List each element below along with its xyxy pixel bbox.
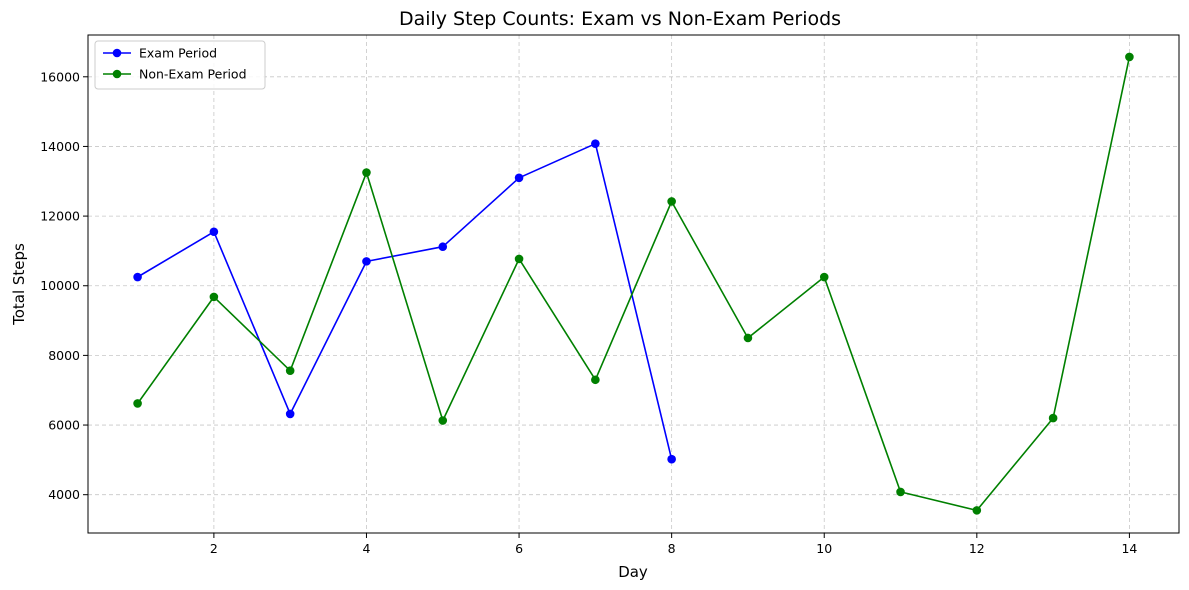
x-tick-label: 4 bbox=[362, 541, 370, 556]
data-point bbox=[438, 416, 448, 425]
x-axis-ticks: 2 4 6 8 10 12 14 bbox=[210, 533, 1137, 556]
legend-entry: Non-Exam Period bbox=[103, 67, 247, 82]
data-point bbox=[362, 257, 371, 266]
data-point bbox=[514, 254, 524, 264]
y-tick-label: 6000 bbox=[48, 418, 80, 433]
legend-label: Non-Exam Period bbox=[139, 67, 247, 82]
data-point bbox=[133, 399, 142, 408]
data-point bbox=[1125, 52, 1134, 62]
legend-box bbox=[94, 40, 266, 90]
grid bbox=[88, 35, 1179, 533]
x-tick-label: 14 bbox=[1121, 541, 1137, 556]
y-tick-label: 8000 bbox=[48, 348, 80, 363]
series-line bbox=[136, 56, 1131, 512]
data-point bbox=[591, 375, 600, 385]
x-tick-label: 6 bbox=[515, 541, 523, 556]
data-point bbox=[209, 292, 219, 302]
plot-frame bbox=[87, 34, 1180, 534]
data-point bbox=[743, 333, 753, 343]
data-point bbox=[819, 272, 829, 282]
data-point bbox=[591, 139, 600, 148]
x-tick-label: 10 bbox=[816, 541, 832, 556]
data-point bbox=[133, 272, 142, 282]
legend-entry: Exam Period bbox=[103, 46, 217, 61]
legend-marker bbox=[112, 69, 122, 79]
x-tick-label: 8 bbox=[668, 541, 676, 556]
data-point bbox=[667, 454, 676, 464]
chart-title: Daily Step Counts: Exam vs Non-Exam Peri… bbox=[399, 8, 841, 30]
series-line bbox=[137, 142, 673, 460]
series-0 bbox=[133, 139, 676, 464]
legend-label: Exam Period bbox=[139, 46, 217, 61]
data-point bbox=[896, 487, 905, 497]
y-axis-label: Total Steps bbox=[10, 243, 28, 326]
y-tick-label: 12000 bbox=[40, 209, 80, 224]
data-point bbox=[209, 227, 219, 237]
y-tick-label: 16000 bbox=[40, 69, 80, 84]
data-point bbox=[285, 366, 295, 376]
x-axis-label: Day bbox=[618, 563, 648, 581]
y-tick-label: 10000 bbox=[40, 278, 80, 293]
legend-marker bbox=[112, 48, 122, 58]
series-1 bbox=[133, 52, 1134, 515]
x-tick-label: 2 bbox=[210, 541, 218, 556]
legend: Exam Period Non-Exam Period bbox=[94, 40, 266, 90]
data-point bbox=[667, 197, 676, 206]
data-point bbox=[514, 173, 524, 183]
y-tick-label: 14000 bbox=[40, 139, 80, 154]
x-tick-label: 12 bbox=[969, 541, 985, 556]
data-point bbox=[285, 409, 295, 419]
data-point bbox=[438, 242, 448, 252]
y-axis-ticks: 4000 6000 8000 10000 12000 14000 16000 bbox=[40, 69, 88, 502]
data-point bbox=[1048, 413, 1058, 423]
y-tick-label: 4000 bbox=[48, 487, 80, 502]
data-point bbox=[972, 506, 982, 515]
data-point bbox=[362, 168, 371, 177]
plot-series bbox=[133, 52, 1134, 515]
